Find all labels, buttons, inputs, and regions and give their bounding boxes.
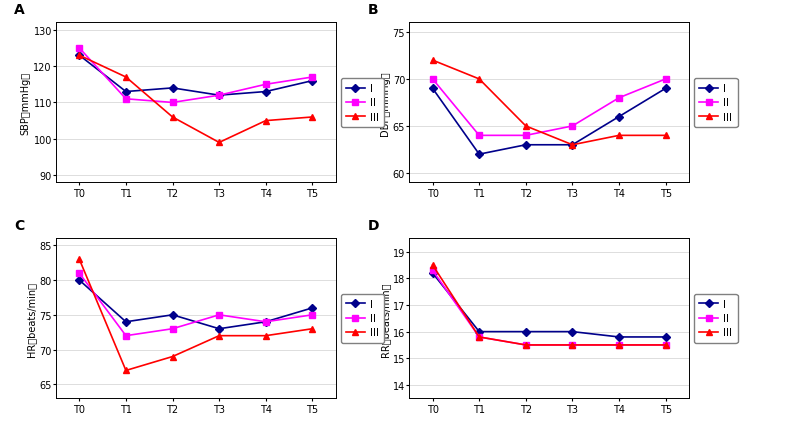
II [521,133,530,138]
I [261,320,270,325]
Line: II: II [76,271,315,339]
I [74,54,84,59]
II [661,343,670,348]
II [614,96,624,101]
I [661,86,670,92]
I [474,152,484,157]
II [261,83,270,88]
III [261,119,270,124]
Line: III: III [76,256,315,374]
Line: I: I [430,270,669,340]
II [428,77,438,82]
III [614,133,624,138]
II [168,101,178,106]
I [614,334,624,340]
Line: I: I [430,86,669,158]
Text: C: C [14,219,24,233]
Legend: I, II, III: I, II, III [341,294,384,343]
Legend: I, II, III: I, II, III [694,79,738,127]
III [74,257,84,262]
III [521,343,530,348]
II [568,124,578,129]
II [121,97,130,102]
I [214,93,224,98]
III [168,115,178,120]
I [214,326,224,331]
III [307,115,317,120]
III [168,354,178,359]
II [214,93,224,98]
Y-axis label: DBP（mmHg）: DBP（mmHg） [380,71,390,135]
I [168,313,178,318]
III [121,368,130,373]
II [261,320,270,325]
III [307,326,317,331]
Y-axis label: RR（beats/min）: RR（beats/min） [380,282,390,356]
Text: A: A [14,3,25,17]
Line: III: III [430,58,669,149]
Text: Source: BMC Anesthesiol © 2020 BioMed Central, Ltd: Source: BMC Anesthesiol © 2020 BioMed Ce… [567,409,792,418]
III [614,343,624,348]
I [614,115,624,120]
Line: II: II [430,77,669,139]
II [568,343,578,348]
I [168,86,178,91]
II [307,75,317,81]
Y-axis label: HR（beats/min）: HR（beats/min） [26,281,37,356]
III [474,77,484,82]
III [661,133,670,138]
III [74,54,84,59]
III [261,333,270,338]
I [661,334,670,340]
III [428,58,438,63]
I [307,305,317,311]
II [121,333,130,338]
II [428,268,438,273]
Text: Medscape: Medscape [6,407,85,420]
Text: D: D [367,219,379,233]
Y-axis label: SBP（mmHg）: SBP（mmHg） [21,72,30,135]
II [661,77,670,82]
Line: I: I [76,53,315,99]
II [474,133,484,138]
Line: I: I [76,277,315,332]
I [307,79,317,84]
II [614,343,624,348]
I [568,143,578,148]
III [428,263,438,268]
II [74,46,84,52]
Legend: I, II, III: I, II, III [341,79,384,127]
I [521,329,530,334]
I [121,320,130,325]
I [261,90,270,95]
III [521,124,530,129]
II [74,271,84,276]
I [474,329,484,334]
I [74,278,84,283]
III [214,141,224,146]
I [428,271,438,276]
III [661,343,670,348]
I [428,86,438,92]
III [214,333,224,338]
III [568,143,578,148]
Text: B: B [367,3,378,17]
III [568,343,578,348]
II [474,334,484,340]
III [121,75,130,81]
Line: II: II [76,46,315,106]
I [568,329,578,334]
Legend: I, II, III: I, II, III [694,294,738,343]
II [168,326,178,331]
I [121,90,130,95]
III [474,334,484,340]
II [214,313,224,318]
Line: II: II [430,268,669,348]
I [521,143,530,148]
Line: III: III [76,53,315,146]
Line: III: III [430,262,669,348]
II [521,343,530,348]
II [307,313,317,318]
